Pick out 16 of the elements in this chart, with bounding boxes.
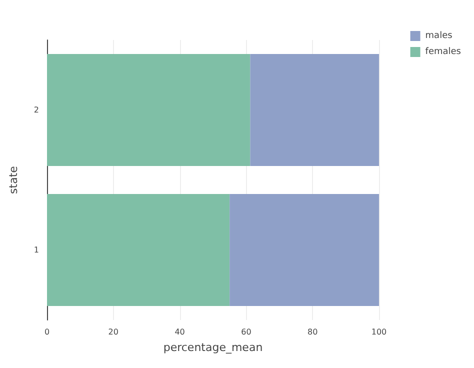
x-tick-label: 100 <box>371 328 387 336</box>
x-tick-label: 40 <box>174 328 185 336</box>
bar <box>230 194 379 306</box>
x-axis-title: percentage_mean <box>163 341 263 354</box>
legend-label: females <box>425 47 462 57</box>
y-tick-label: 1 <box>34 246 39 254</box>
bar <box>47 194 230 306</box>
x-tick-label: 20 <box>108 328 118 336</box>
x-tick-label: 80 <box>308 328 318 336</box>
y-tick-label: 2 <box>34 106 39 114</box>
y-axis-title: state <box>7 166 20 194</box>
x-tick-label: 60 <box>241 328 252 336</box>
x-tick-label: 0 <box>44 328 50 336</box>
legend-label: males <box>425 31 453 41</box>
bar <box>250 54 379 166</box>
bar <box>47 54 250 166</box>
